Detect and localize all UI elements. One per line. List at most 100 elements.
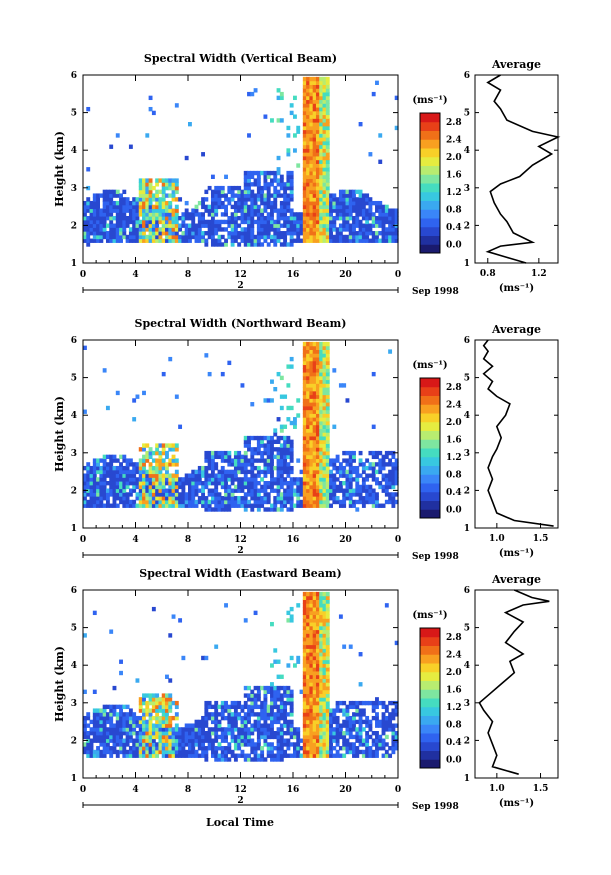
heatmap-cell — [165, 462, 169, 467]
heatmap-cell — [256, 185, 261, 191]
heatmap-cell — [325, 469, 330, 475]
heatmap-cell — [322, 193, 327, 198]
heatmap-cell — [138, 204, 143, 210]
heatmap-cell — [348, 458, 353, 463]
heatmap-cell — [83, 715, 87, 721]
heatmap-cell — [161, 708, 166, 713]
heatmap-cell — [368, 216, 373, 221]
heatmap-cell — [325, 223, 330, 228]
heatmap-cell — [312, 591, 317, 597]
heatmap-cell — [230, 492, 235, 497]
heatmap-cell — [319, 84, 324, 89]
heatmap-cell — [319, 371, 324, 377]
heatmap-cell — [89, 719, 94, 725]
heatmap-cell — [155, 193, 160, 198]
heatmap-cell — [266, 469, 271, 475]
heatmap-cell — [335, 454, 340, 460]
heatmap-cell — [381, 223, 386, 228]
heatmap-cell — [365, 477, 370, 482]
heatmap-cell — [191, 473, 196, 478]
heatmap-cell — [119, 212, 123, 217]
heatmap-cell — [270, 484, 274, 490]
heatmap-cell — [165, 704, 169, 710]
heatmap-cell — [322, 481, 327, 486]
heatmap-cell — [168, 704, 173, 710]
x-tick-label: 0 — [395, 270, 401, 280]
heatmap-cell — [220, 477, 225, 482]
heatmap-cell — [227, 496, 232, 501]
heatmap-cell — [224, 708, 228, 713]
heatmap-cell — [243, 618, 248, 623]
heatmap-cell — [306, 689, 311, 694]
heatmap-cell — [227, 488, 232, 493]
heatmap-cell — [263, 216, 268, 221]
heatmap-cell — [155, 200, 160, 206]
heatmap-cell — [302, 375, 307, 381]
heatmap-cell — [332, 200, 337, 206]
heatmap-cell — [378, 700, 383, 706]
heatmap-cell — [112, 734, 117, 740]
heatmap-cell — [289, 708, 294, 713]
heatmap-cell — [306, 80, 311, 85]
heatmap-cell — [230, 712, 235, 717]
heatmap-cell — [276, 167, 281, 172]
heatmap-cell — [332, 708, 337, 713]
y-tick-label: 6 — [71, 71, 77, 81]
heatmap-cell — [122, 712, 127, 717]
heatmap-cell — [276, 227, 281, 232]
heatmap-cell — [335, 197, 340, 202]
heatmap-cell — [266, 189, 271, 195]
heatmap-cell — [279, 753, 284, 758]
heatmap-cell — [325, 753, 330, 758]
heatmap-cell — [217, 219, 222, 225]
colorbar-swatch — [420, 645, 440, 655]
heatmap-cell — [260, 731, 265, 736]
heatmap-cell — [270, 212, 274, 217]
heatmap-cell — [312, 473, 317, 478]
heatmap-cell — [99, 481, 104, 486]
colorbar-label: 2.0 — [446, 668, 462, 678]
heatmap-cell — [319, 167, 324, 172]
heatmap-cell — [312, 420, 317, 426]
heatmap-cell — [247, 208, 251, 213]
heatmap-cell — [158, 227, 163, 232]
heatmap-cell — [171, 749, 176, 755]
heatmap-cell — [309, 159, 314, 164]
heatmap-cell — [315, 618, 320, 623]
heatmap-cell — [151, 204, 156, 210]
heatmap-cell — [161, 712, 166, 717]
colorbar-swatch — [420, 465, 440, 475]
heatmap-cell — [325, 118, 330, 123]
heatmap-cell — [315, 212, 320, 217]
heatmap-cell — [256, 757, 261, 762]
heatmap-cell — [243, 481, 248, 486]
heatmap-cell — [315, 503, 320, 508]
heatmap-cell — [325, 390, 330, 396]
heatmap-cell — [289, 727, 294, 732]
heatmap-cell — [171, 488, 176, 493]
profile-y-tick-label: 3 — [464, 184, 470, 194]
heatmap-cell — [325, 159, 330, 164]
heatmap-cell — [352, 231, 356, 236]
heatmap-cell — [312, 659, 317, 664]
heatmap-cell — [105, 742, 110, 747]
heatmap-cell — [276, 238, 281, 243]
heatmap-cell — [128, 462, 133, 467]
heatmap-cell — [365, 219, 370, 225]
heatmap-cell — [132, 746, 137, 751]
heatmap-cell — [309, 379, 314, 384]
heatmap-cell — [279, 428, 284, 433]
heatmap-cell — [315, 99, 320, 104]
heatmap-cell — [260, 727, 265, 732]
heatmap-cell — [243, 242, 248, 247]
heatmap-cell — [263, 234, 268, 240]
heatmap-cell — [214, 219, 219, 225]
heatmap-cell — [319, 621, 324, 627]
heatmap-cell — [306, 629, 311, 634]
heatmap-cell — [168, 473, 173, 478]
heatmap-cell — [89, 227, 94, 232]
heatmap-cell — [325, 345, 330, 350]
heatmap-cell — [306, 700, 311, 706]
heatmap-cell — [247, 223, 251, 228]
heatmap-cell — [319, 652, 324, 657]
